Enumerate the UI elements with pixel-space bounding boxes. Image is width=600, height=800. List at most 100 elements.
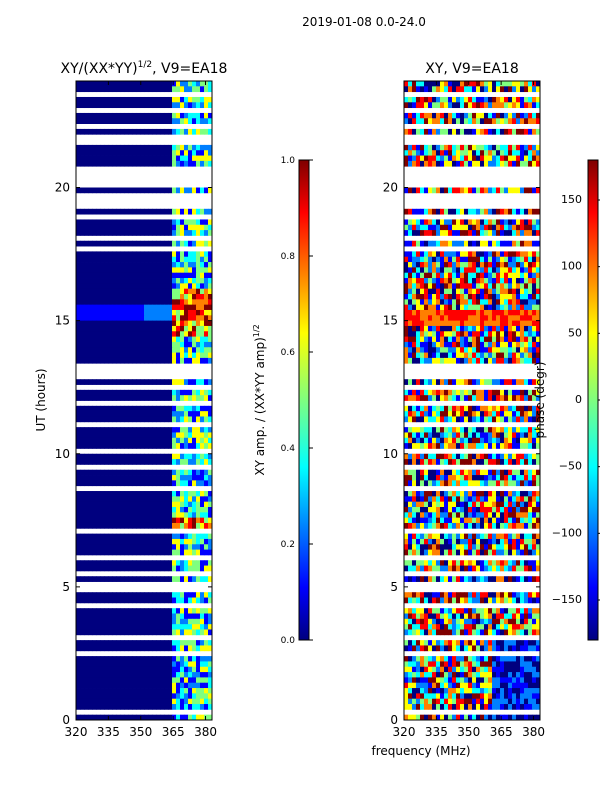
heatmap-cell bbox=[528, 112, 533, 119]
heatmap-cell bbox=[516, 389, 521, 396]
heatmap-cell bbox=[124, 714, 129, 720]
heatmap-cell bbox=[452, 347, 457, 353]
heatmap-cell bbox=[76, 549, 81, 556]
heatmap-cell bbox=[196, 640, 201, 646]
heatmap-cell bbox=[104, 118, 109, 124]
heatmap-cell bbox=[528, 416, 533, 423]
heatmap-cell bbox=[192, 96, 197, 103]
heatmap-cell bbox=[516, 336, 521, 343]
heatmap-cell bbox=[468, 405, 473, 412]
heatmap-cell bbox=[176, 283, 181, 290]
heatmap-cell bbox=[404, 240, 409, 247]
heatmap-cell bbox=[76, 331, 81, 337]
heatmap-cell bbox=[204, 256, 209, 263]
heatmap-cell bbox=[196, 331, 201, 337]
heatmap-cell bbox=[152, 432, 157, 439]
heatmap-cell bbox=[108, 640, 113, 646]
heatmap-cell bbox=[116, 405, 121, 412]
heatmap-cell bbox=[96, 118, 101, 124]
heatmap-cell bbox=[128, 507, 133, 513]
heatmap-cell bbox=[172, 86, 177, 93]
heatmap-cell bbox=[524, 507, 529, 513]
heatmap-cell bbox=[172, 517, 177, 524]
heatmap-cell bbox=[104, 576, 109, 582]
heatmap-cell bbox=[512, 341, 517, 348]
heatmap-cell bbox=[404, 256, 409, 263]
heatmap-cell bbox=[524, 309, 529, 316]
heatmap-cell bbox=[472, 128, 477, 135]
heatmap-cell bbox=[412, 256, 417, 263]
heatmap-cell bbox=[488, 427, 493, 433]
heatmap-cell bbox=[464, 320, 469, 327]
heatmap-cell bbox=[168, 336, 173, 343]
heatmap-cell bbox=[132, 357, 137, 364]
heatmap-cell bbox=[200, 395, 205, 401]
heatmap-cell bbox=[528, 315, 533, 322]
heatmap-cell bbox=[180, 714, 185, 720]
heatmap-cell bbox=[100, 325, 105, 332]
heatmap-cell bbox=[516, 278, 521, 284]
heatmap-cell bbox=[448, 288, 453, 295]
heatmap-cell bbox=[188, 576, 193, 582]
heatmap-cell bbox=[168, 538, 173, 545]
heatmap-cell bbox=[432, 278, 437, 284]
heatmap-cell bbox=[484, 230, 489, 236]
heatmap-cell bbox=[512, 352, 517, 359]
heatmap-cell bbox=[208, 256, 212, 263]
heatmap-cell bbox=[524, 469, 529, 476]
heatmap-cell bbox=[200, 618, 205, 625]
heatmap-cell bbox=[192, 645, 197, 652]
heatmap-cell bbox=[492, 453, 497, 460]
heatmap-cell bbox=[96, 86, 101, 93]
heatmap-cell bbox=[440, 432, 445, 439]
heatmap-cell bbox=[200, 491, 205, 497]
heatmap-cell bbox=[160, 325, 165, 332]
heatmap-cell bbox=[452, 267, 457, 274]
heatmap-cell bbox=[440, 267, 445, 274]
heatmap-cell bbox=[492, 459, 497, 465]
heatmap-cell bbox=[84, 618, 89, 625]
heatmap-cell bbox=[172, 538, 177, 545]
heatmap-cell bbox=[424, 427, 429, 433]
heatmap-cell bbox=[464, 443, 469, 449]
heatmap-cell bbox=[176, 507, 181, 513]
heatmap-cell bbox=[128, 411, 133, 417]
heatmap-cell bbox=[500, 208, 505, 215]
heatmap-cell bbox=[520, 405, 525, 412]
heatmap-cell bbox=[472, 288, 477, 295]
heatmap-cell bbox=[92, 480, 97, 487]
heatmap-cell bbox=[412, 501, 417, 508]
heatmap-cell bbox=[440, 96, 445, 103]
heatmap-cell bbox=[452, 278, 457, 284]
heatmap-cell bbox=[416, 480, 421, 487]
heatmap-cell bbox=[452, 262, 457, 268]
heatmap-cell bbox=[140, 288, 145, 295]
heatmap-cell bbox=[504, 325, 509, 332]
heatmap-cell bbox=[180, 405, 185, 412]
heatmap-cell bbox=[192, 272, 197, 279]
heatmap-cell bbox=[80, 443, 85, 449]
heatmap-cell bbox=[420, 278, 425, 284]
heatmap-cell bbox=[172, 443, 177, 449]
heatmap-cell bbox=[476, 187, 481, 194]
heatmap-cell bbox=[520, 112, 525, 119]
heatmap-cell bbox=[468, 262, 473, 268]
heatmap-cell bbox=[500, 432, 505, 439]
heatmap-cell bbox=[524, 352, 529, 359]
heatmap-cell bbox=[76, 81, 81, 87]
heatmap-cell bbox=[420, 86, 425, 93]
heatmap-cell bbox=[532, 475, 537, 481]
heatmap-cell bbox=[468, 304, 473, 311]
heatmap-cell bbox=[168, 294, 173, 300]
heatmap-cell bbox=[172, 347, 177, 353]
heatmap-cell bbox=[484, 432, 489, 439]
heatmap-cell bbox=[492, 150, 497, 156]
heatmap-cell bbox=[180, 453, 185, 460]
heatmap-cell bbox=[116, 341, 121, 348]
heatmap-cell bbox=[172, 645, 177, 652]
heatmap-cell bbox=[148, 432, 153, 439]
heatmap-cell bbox=[464, 267, 469, 274]
heatmap-cell bbox=[176, 357, 181, 364]
heatmap-cell bbox=[80, 395, 85, 401]
heatmap-cell bbox=[176, 230, 181, 236]
